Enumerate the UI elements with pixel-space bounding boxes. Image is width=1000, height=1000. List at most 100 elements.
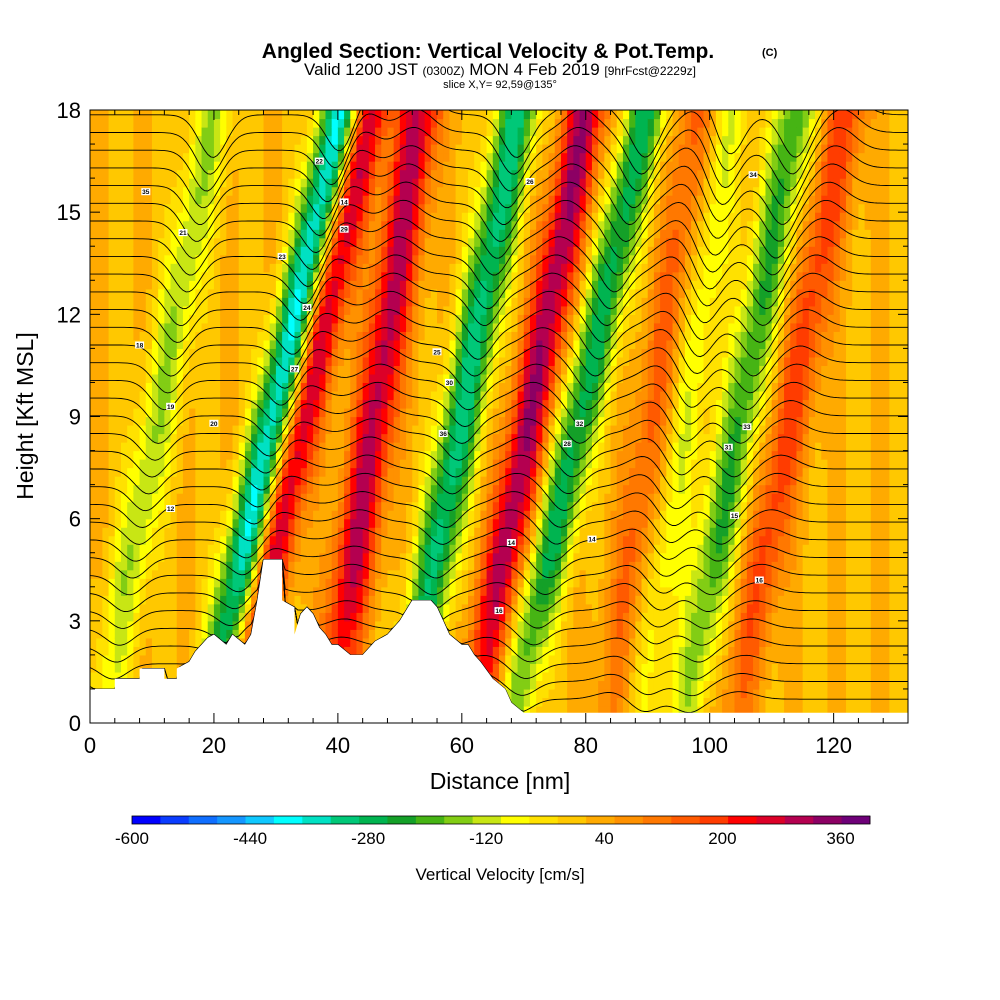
field-cell <box>492 459 500 469</box>
field-cell <box>182 288 190 298</box>
field-cell <box>319 297 327 307</box>
field-cell <box>164 178 172 188</box>
field-cell <box>375 263 382 273</box>
field-cell <box>449 527 457 537</box>
field-cell <box>158 442 165 452</box>
field-cell <box>486 118 494 128</box>
field-cell <box>511 178 519 188</box>
field-cell <box>207 569 215 579</box>
field-cell <box>430 501 438 511</box>
field-cell <box>90 416 97 426</box>
field-cell <box>170 237 178 247</box>
field-cell <box>449 501 457 511</box>
field-cell <box>486 561 494 571</box>
field-cell <box>207 467 215 477</box>
field-cell <box>201 331 209 341</box>
field-cell <box>182 246 190 256</box>
field-cell <box>120 595 128 605</box>
field-cell <box>139 127 147 137</box>
field-cell <box>418 382 426 392</box>
field-cell <box>189 263 196 273</box>
field-cell <box>139 356 147 367</box>
field-cell <box>133 288 141 298</box>
field-cell <box>474 110 482 120</box>
field-cell <box>145 399 153 409</box>
field-cell <box>189 144 196 154</box>
field-cell <box>424 578 432 588</box>
field-cell <box>418 518 426 528</box>
field-cell <box>474 569 482 579</box>
field-cell <box>90 569 97 579</box>
field-cell <box>331 629 339 639</box>
field-cell <box>375 178 382 188</box>
field-cell <box>238 467 246 477</box>
field-cell <box>158 527 165 537</box>
field-cell <box>468 127 475 137</box>
field-cell <box>437 390 444 401</box>
field-cell <box>139 288 147 298</box>
field-cell <box>263 390 271 401</box>
field-cell <box>102 552 110 562</box>
field-cell <box>114 390 122 401</box>
field-cell <box>381 612 389 622</box>
field-cell <box>282 339 289 349</box>
field-cell <box>145 356 153 367</box>
field-cell <box>232 450 240 460</box>
field-cell <box>455 544 463 554</box>
field-cell <box>381 246 389 256</box>
field-cell <box>238 297 246 307</box>
field-cell <box>133 433 141 443</box>
field-cell <box>325 535 333 545</box>
field-cell <box>300 467 308 477</box>
field-cell <box>461 178 469 188</box>
field-cell <box>331 535 339 545</box>
field-cell <box>294 552 302 562</box>
field-cell <box>499 561 506 571</box>
field-cell <box>220 493 227 503</box>
field-cell <box>151 195 159 205</box>
field-cell <box>443 484 451 494</box>
field-cell <box>350 493 358 503</box>
field-cell <box>474 169 482 179</box>
field-cell <box>350 373 358 384</box>
field-cell <box>275 373 283 384</box>
field-cell <box>387 288 395 298</box>
field-cell <box>387 271 395 281</box>
field-cell <box>213 127 221 137</box>
field-cell <box>127 373 134 384</box>
field-cell <box>412 169 420 179</box>
field-cell <box>437 314 444 324</box>
field-cell <box>170 459 178 469</box>
field-cell <box>461 527 469 537</box>
field-cell <box>189 629 196 639</box>
field-cell <box>375 118 382 128</box>
field-cell <box>474 280 482 290</box>
field-cell <box>269 322 277 332</box>
field-cell <box>381 603 389 613</box>
field-cell <box>375 544 382 554</box>
field-cell <box>207 254 215 264</box>
field-cell <box>306 297 314 307</box>
field-cell <box>517 603 525 613</box>
field-cell <box>294 425 302 435</box>
field-cell <box>306 552 314 562</box>
field-cell <box>337 322 345 332</box>
field-cell <box>331 195 339 205</box>
field-cell <box>468 603 475 613</box>
field-cell <box>511 476 519 486</box>
field-cell <box>381 390 389 401</box>
field-cell <box>139 433 147 443</box>
field-cell <box>251 467 258 477</box>
field-cell <box>120 203 128 213</box>
field-cell <box>313 552 320 562</box>
field-cell <box>195 407 203 418</box>
field-cell <box>170 382 178 392</box>
field-cell <box>306 518 314 528</box>
field-cell <box>182 407 190 418</box>
field-cell <box>406 356 413 367</box>
field-cell <box>300 322 308 332</box>
field-cell <box>517 697 525 707</box>
field-cell <box>480 322 488 332</box>
field-cell <box>443 493 451 503</box>
